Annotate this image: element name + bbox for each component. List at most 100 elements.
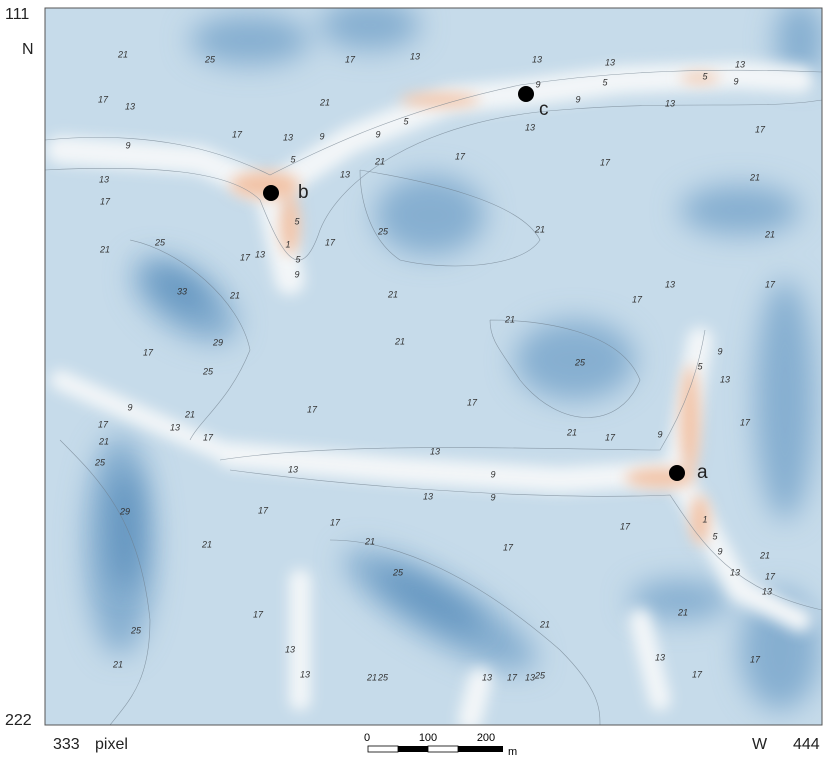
contour-label: 25 bbox=[534, 670, 546, 680]
contour-label: 13 bbox=[525, 122, 535, 132]
corner-label: 111 bbox=[5, 6, 29, 23]
scale-bar: 0 100 200 m bbox=[364, 732, 517, 758]
contour-label: 13 bbox=[482, 672, 492, 682]
contour-label: 13 bbox=[665, 279, 675, 289]
contour-label: 13 bbox=[730, 567, 740, 577]
contour-label: 25 bbox=[154, 237, 166, 247]
contour-label: 21 bbox=[749, 172, 760, 182]
contour-label: 25 bbox=[377, 672, 389, 682]
corner-label: 333 bbox=[53, 736, 80, 753]
contour-label: 13 bbox=[285, 644, 295, 654]
contour-label: 17 bbox=[765, 571, 776, 581]
contour-label: 21 bbox=[201, 539, 212, 549]
contour-label: 9 bbox=[294, 269, 299, 279]
contour-label: 17 bbox=[503, 542, 514, 552]
contour-label: 21 bbox=[112, 659, 123, 669]
contour-label: 21 bbox=[319, 97, 330, 107]
contour-label: 21 bbox=[184, 409, 195, 419]
contour-label: 17 bbox=[765, 279, 776, 289]
contour-label: 9 bbox=[319, 131, 324, 141]
corner-label: 444 bbox=[793, 736, 820, 753]
contour-label: 17 bbox=[632, 294, 643, 304]
contour-label: 17 bbox=[750, 654, 761, 664]
contour-label: 21 bbox=[504, 314, 515, 324]
contour-label: 9 bbox=[127, 402, 132, 412]
contour-label: 13 bbox=[340, 169, 350, 179]
contour-label: 21 bbox=[99, 244, 110, 254]
contour-label: 13 bbox=[525, 672, 535, 682]
contour-label: 17 bbox=[203, 432, 214, 442]
contour-label: 17 bbox=[755, 124, 766, 134]
contour-label: 13 bbox=[762, 586, 772, 596]
contour-label: 9 bbox=[717, 546, 722, 556]
contour-label: 9 bbox=[375, 129, 380, 139]
contour-label: 17 bbox=[455, 151, 466, 161]
contour-label: 9 bbox=[535, 79, 540, 89]
contour-label: 25 bbox=[94, 457, 106, 467]
scale-segment bbox=[368, 746, 398, 752]
point-label: c bbox=[539, 99, 549, 120]
scale-tick: 100 bbox=[419, 732, 437, 744]
scale-tick: 0 bbox=[364, 732, 370, 744]
contour-label: 9 bbox=[125, 140, 130, 150]
contour-label: 25 bbox=[130, 625, 142, 635]
contour-label: 21 bbox=[364, 536, 375, 546]
scale-segment bbox=[458, 746, 503, 752]
contour-label: 13 bbox=[125, 101, 135, 111]
contour-label: 17 bbox=[307, 404, 318, 414]
contour-label: 9 bbox=[733, 76, 738, 86]
contour-label: 25 bbox=[392, 567, 404, 577]
contour-label: 17 bbox=[258, 505, 269, 515]
contour-label: 17 bbox=[600, 157, 611, 167]
contour-label: 29 bbox=[119, 506, 130, 516]
contour-label: 1 bbox=[285, 239, 290, 249]
contour-label: 9 bbox=[575, 94, 580, 104]
contour-label: 13 bbox=[735, 59, 745, 69]
contour-label: 21 bbox=[759, 550, 770, 560]
contour-label: 13 bbox=[288, 464, 298, 474]
contour-label: 9 bbox=[490, 469, 495, 479]
contour-label: 13 bbox=[655, 652, 665, 662]
contour-label: 17 bbox=[620, 521, 631, 531]
contour-label: 17 bbox=[98, 94, 109, 104]
contour-label: 21 bbox=[764, 229, 775, 239]
contour-label: 9 bbox=[490, 492, 495, 502]
scale-segment bbox=[398, 746, 428, 752]
contour-label: 21 bbox=[394, 336, 405, 346]
contour-label: 25 bbox=[377, 226, 389, 236]
contour-label: 17 bbox=[467, 397, 478, 407]
contour-label: 13 bbox=[283, 132, 293, 142]
contour-label: 17 bbox=[232, 129, 243, 139]
contour-label: 17 bbox=[98, 419, 109, 429]
contour-label: 17 bbox=[100, 196, 111, 206]
contour-label: 29 bbox=[212, 337, 223, 347]
contour-label: 21 bbox=[387, 289, 398, 299]
contour-label: 21 bbox=[98, 436, 109, 446]
point-marker bbox=[263, 185, 279, 201]
contour-label: 13 bbox=[605, 57, 615, 67]
contour-map: 2125171313131317132195599135991317139521… bbox=[0, 0, 827, 759]
contour-label: 17 bbox=[325, 237, 336, 247]
contour-label: 21 bbox=[366, 672, 377, 682]
contour-label: 21 bbox=[539, 619, 550, 629]
contour-label: 21 bbox=[229, 290, 240, 300]
contour-label: 17 bbox=[740, 417, 751, 427]
contour-label: 9 bbox=[717, 346, 722, 356]
contour-label: 21 bbox=[374, 156, 385, 166]
contour-label: 13 bbox=[410, 51, 420, 61]
west-label: W bbox=[752, 736, 768, 753]
scale-unit: m bbox=[508, 746, 517, 758]
point-marker bbox=[518, 86, 534, 102]
contour-label: 13 bbox=[720, 374, 730, 384]
contour-label: 17 bbox=[253, 609, 264, 619]
contour-label: 25 bbox=[574, 357, 586, 367]
contour-label: 13 bbox=[300, 669, 310, 679]
contour-label: 17 bbox=[330, 517, 341, 527]
contour-label: 13 bbox=[170, 422, 180, 432]
contour-label: 21 bbox=[117, 49, 128, 59]
contour-label: 1 bbox=[702, 514, 707, 524]
contour-label: 25 bbox=[202, 366, 214, 376]
contour-label: 21 bbox=[566, 427, 577, 437]
scale-tick: 200 bbox=[477, 732, 495, 744]
